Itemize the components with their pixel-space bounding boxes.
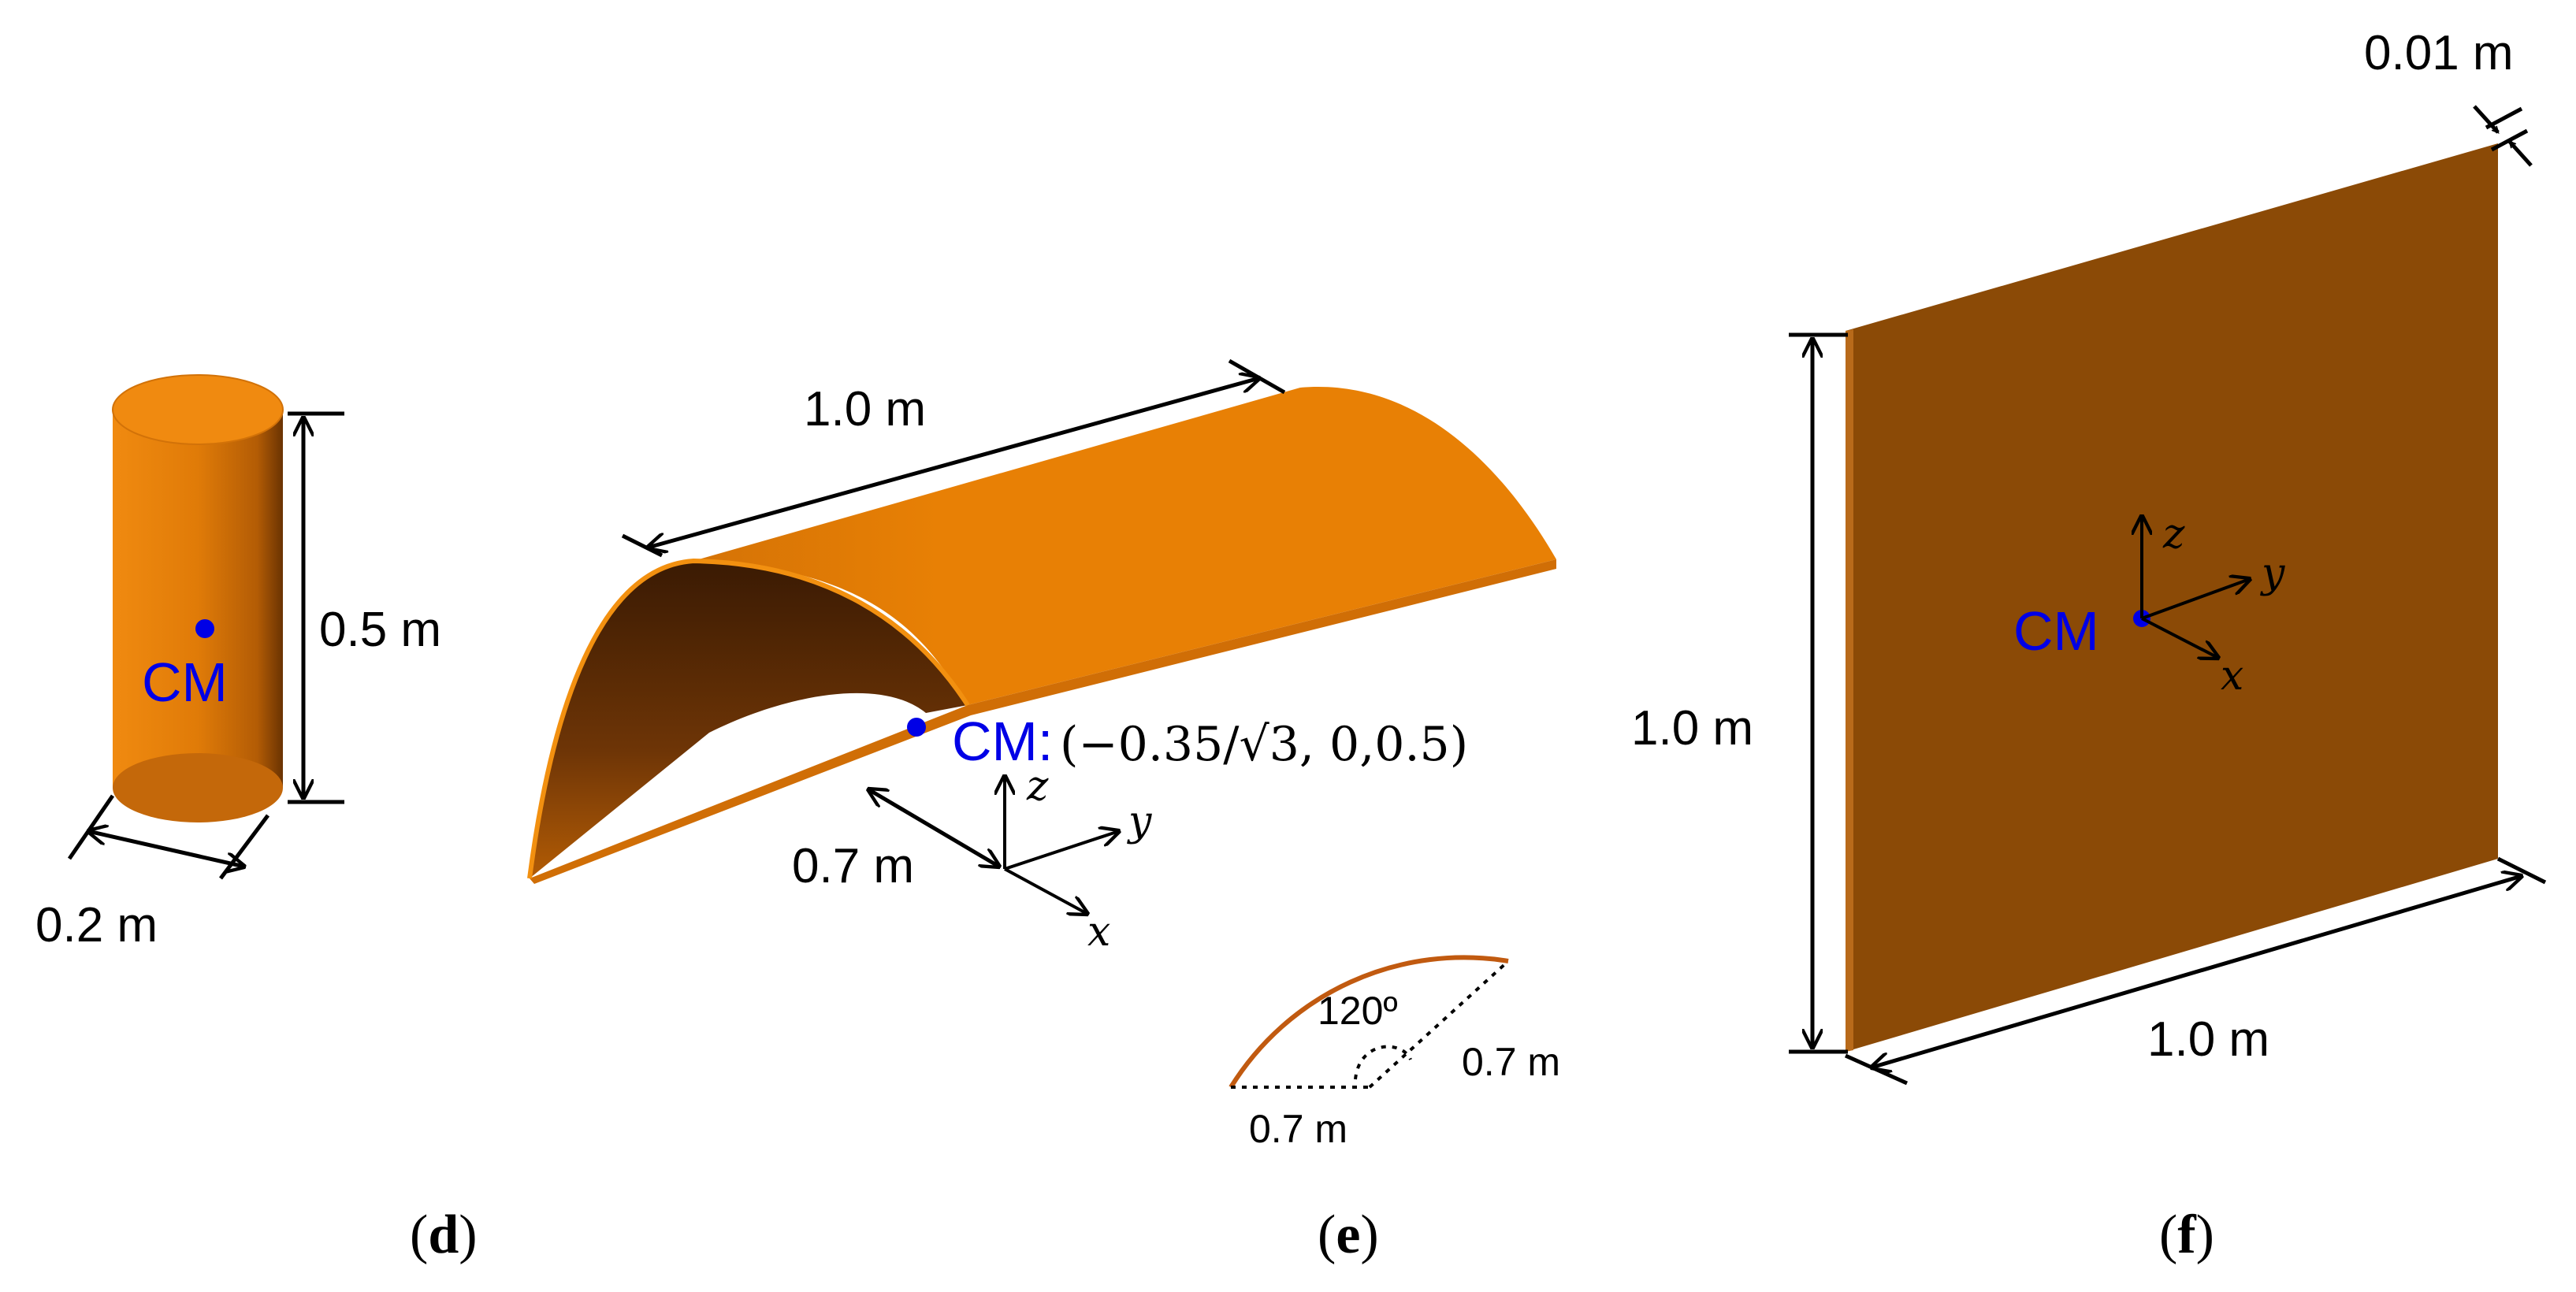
diameter-dimension xyxy=(67,794,269,880)
caption-d: (d) xyxy=(410,1205,478,1265)
inset-radius-label-right: 0.7 m xyxy=(1462,1040,1560,1084)
width-label: 1.0 m xyxy=(2147,1012,2269,1067)
panel-f: 0.01 m 1.0 m 1.0 m CM z y x (f) xyxy=(1631,26,2547,1265)
length-label: 1.0 m xyxy=(804,382,926,436)
inset-angle-label: 120º xyxy=(1318,989,1398,1033)
axis-y-label: y xyxy=(1127,798,1152,845)
inset-radius-label-bottom: 0.7 m xyxy=(1249,1107,1347,1151)
cylinder-shape xyxy=(112,374,284,822)
center-of-mass-dot xyxy=(907,718,926,737)
height-dimension xyxy=(1789,332,1848,1054)
width-dimension xyxy=(1844,856,2547,1086)
cm-label: CM: xyxy=(952,711,1053,772)
panel-e: 1.0 m CM: (−0.35/√3, 0,0.5) 0.7 m z y x … xyxy=(527,358,1560,1265)
caption-f: (f) xyxy=(2159,1205,2214,1265)
axis-y-label: y xyxy=(2260,550,2285,597)
cm-label: CM xyxy=(142,652,228,713)
height-label: 1.0 m xyxy=(1631,701,1753,756)
radius-dimension xyxy=(868,789,999,867)
axis-x-label: x xyxy=(1087,908,1110,956)
cm-coordinates: (−0.35/√3, 0,0.5) xyxy=(1060,717,1468,772)
panel-d: CM 0.5 m 0.2 m (d) xyxy=(35,374,478,1265)
caption-e: (e) xyxy=(1318,1205,1379,1265)
thickness-label: 0.01 m xyxy=(2364,26,2514,80)
thickness-dimension xyxy=(2473,105,2533,167)
axis-z-label: z xyxy=(2162,510,2185,558)
coordinate-axes xyxy=(2142,516,2250,658)
curved-shell-shape xyxy=(527,387,1556,884)
plate-shape xyxy=(1846,143,2498,1052)
radius-label: 0.7 m xyxy=(792,839,914,893)
diameter-label: 0.2 m xyxy=(35,898,158,952)
cross-section-inset xyxy=(1229,955,1510,1089)
axis-x-label: x xyxy=(2221,652,2243,700)
axis-z-label: z xyxy=(1026,763,1049,810)
cm-label: CM xyxy=(2013,600,2099,662)
center-of-mass-dot xyxy=(195,619,214,638)
height-dimension xyxy=(288,411,344,804)
height-label: 0.5 m xyxy=(319,603,441,657)
coordinate-axes xyxy=(1005,776,1119,914)
length-dimension xyxy=(621,358,1286,558)
